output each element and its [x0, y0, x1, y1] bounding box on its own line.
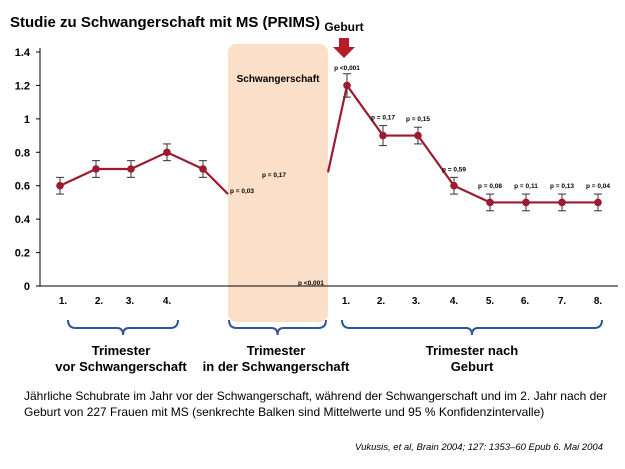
- y-tick-label: 1.4: [15, 47, 31, 59]
- after-point: [522, 198, 530, 207]
- x-tick-label: 4.: [450, 296, 459, 307]
- y-tick-label: 0.6: [15, 181, 30, 193]
- p-value-label: p <0,001: [298, 280, 324, 287]
- group-label: in der Schwangerschaft: [203, 359, 350, 374]
- x-tick-label: 3.: [126, 296, 135, 307]
- y-tick-label: 1: [24, 114, 30, 126]
- x-tick-label: 4.: [163, 296, 172, 307]
- pregnancy-band: [228, 44, 328, 322]
- p-value-label: p = 0,03: [230, 188, 254, 195]
- brace-during: [228, 319, 327, 336]
- citation: Vukusis, et al, Brain 2004; 127: 1353–60…: [354, 442, 603, 453]
- p-value-label: p = 0,11: [514, 183, 538, 190]
- x-tick-label: 6.: [521, 296, 530, 307]
- pregnancy-label: Schwangerschaft: [237, 74, 320, 85]
- y-tick-label: 0.2: [15, 248, 30, 260]
- brace-after: [341, 319, 603, 336]
- group-label: vor Schwangerschaft: [55, 359, 187, 374]
- series-line-after: [346, 84, 598, 204]
- x-tick-label: 1.: [59, 296, 68, 307]
- after-point: [379, 131, 387, 140]
- x-tick-label: 8.: [594, 296, 603, 307]
- chart: 0 0.2 0.4 0.6 0.8 1 1.2 1.4 Schwangerschaft 1. 2.…: [15, 20, 618, 374]
- p-value-label: p <0,001: [334, 65, 360, 72]
- x-tick-label: 5.: [486, 296, 495, 307]
- x-tick-label: 1.: [342, 296, 351, 307]
- p-value-label: p = 0,13: [550, 183, 574, 190]
- p-value-label: p = 0,08: [478, 183, 502, 190]
- before-point: [199, 165, 207, 173]
- before-point: [127, 165, 135, 173]
- p-value-label: p = 0,04: [586, 183, 610, 190]
- y-tick-label: 0.8: [15, 147, 30, 159]
- p-value-label: p = 0,17: [371, 115, 395, 122]
- y-tick-label: 0.4: [15, 214, 31, 226]
- after-point: [486, 198, 494, 207]
- p-value-label: p = 0,59: [442, 166, 466, 173]
- birth-label: Geburt: [324, 20, 363, 34]
- x-tick-label: 3.: [412, 296, 421, 307]
- x-tick-label: 2.: [95, 296, 104, 307]
- chart-caption: Jährliche Schubrate im Jahr vor der Schw…: [24, 389, 607, 419]
- group-label: Geburt: [451, 359, 494, 374]
- page-title: Studie zu Schwangerschaft mit MS (PRIMS): [10, 14, 321, 31]
- after-point: [343, 81, 351, 90]
- x-tick-label: 2.: [377, 296, 386, 307]
- after-point: [558, 198, 566, 207]
- y-tick-label: 1.2: [15, 80, 30, 92]
- before-point: [56, 181, 64, 190]
- series-line-from-pregnancy: [326, 85, 349, 173]
- after-point: [414, 131, 422, 140]
- before-point: [163, 148, 171, 157]
- p-value-label: p = 0,15: [406, 116, 430, 123]
- group-label: Trimester: [92, 343, 151, 358]
- before-point: [92, 165, 100, 173]
- birth-arrow-icon: [333, 38, 355, 58]
- p-value-label: p = 0,17: [262, 172, 286, 179]
- group-label: Trimester: [247, 343, 306, 358]
- y-tick-label: 0: [24, 281, 30, 293]
- x-tick-label: 7.: [558, 296, 567, 307]
- group-label: Trimester nach: [426, 343, 519, 358]
- series-line-to-pregnancy: [202, 168, 229, 195]
- after-point: [594, 198, 602, 207]
- after-point: [450, 181, 458, 190]
- brace-before: [67, 319, 179, 336]
